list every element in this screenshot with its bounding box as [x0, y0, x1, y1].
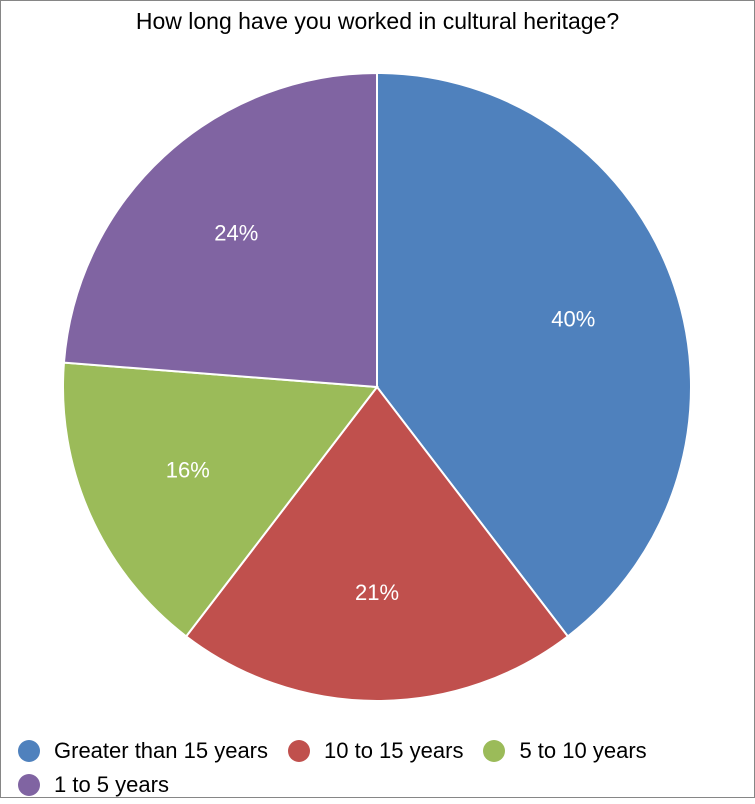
legend-marker-icon — [288, 740, 311, 762]
legend-marker-icon — [18, 740, 40, 762]
legend-marker-icon — [483, 740, 506, 762]
pie-slice-3 — [62, 361, 379, 638]
legend-item-3: 5 to 10 years — [483, 736, 647, 766]
pie-slice-1 — [376, 71, 692, 638]
legend-label: 5 to 10 years — [519, 738, 647, 763]
chart-title: How long have you worked in cultural her… — [135, 8, 620, 34]
data-label-3: 16% — [166, 457, 210, 482]
legend-item-1: Greater than 15 years — [18, 736, 268, 766]
legend-label: 10 to 15 years — [324, 738, 464, 763]
pie-slice-2 — [184, 385, 570, 702]
legend-item-2: 10 to 15 years — [288, 736, 463, 766]
legend-label: 1 to 5 years — [54, 772, 169, 797]
pie-slice-4 — [62, 71, 378, 389]
legend: Greater than 15 years 10 to 15 years 5 to … — [18, 736, 748, 804]
pie-chart: 40% 21% 16% 24% — [62, 71, 692, 702]
legend-item-4: 1 to 5 years — [18, 770, 169, 800]
data-label-4: 24% — [214, 221, 258, 246]
data-label-2: 21% — [355, 580, 399, 605]
legend-label: Greater than 15 years — [54, 738, 269, 763]
data-label-1: 40% — [551, 306, 595, 331]
legend-marker-icon — [18, 774, 40, 796]
